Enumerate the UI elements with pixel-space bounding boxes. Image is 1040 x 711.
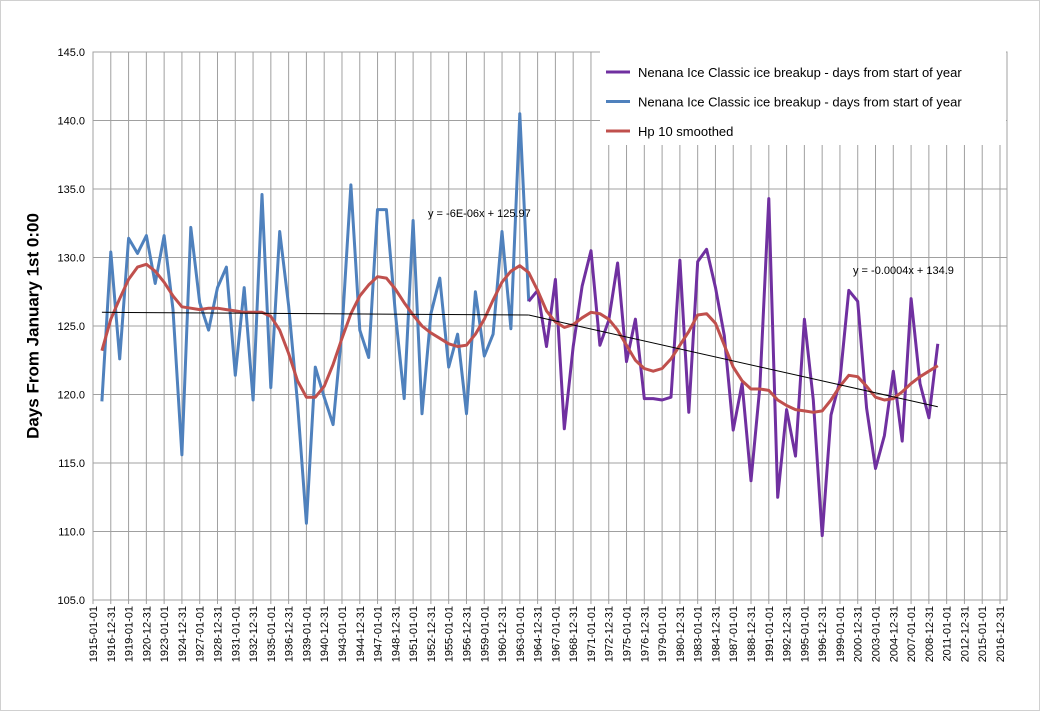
- x-tick-label: 1923-01-01: [159, 606, 171, 662]
- x-tick-label: 1948-12-31: [390, 606, 402, 662]
- trend-line: [101, 311, 529, 316]
- x-tick-label: 2011-01-01: [942, 606, 954, 661]
- x-tick-label: 1976-12-31: [639, 606, 651, 662]
- y-tick-label: 130.0: [57, 253, 85, 265]
- x-tick-label: 2012-12-31: [959, 606, 971, 662]
- x-tick-label: 1992-12-31: [782, 606, 794, 662]
- y-axis-label: Days From January 1st 0:00: [23, 213, 42, 439]
- y-tick-label: 145.0: [57, 47, 85, 59]
- legend: [600, 50, 1006, 145]
- y-tick-label: 140.0: [57, 116, 85, 128]
- y-tick-label: 120.0: [57, 390, 85, 402]
- x-tick-label: 1919-01-01: [124, 606, 136, 662]
- x-tick-label: 1944-12-31: [355, 606, 367, 662]
- legend-label: Hp 10 smoothed: [638, 124, 733, 139]
- x-tick-label: 1968-12-31: [568, 606, 580, 662]
- y-tick-label: 135.0: [57, 184, 85, 196]
- x-tick-label: 1979-01-01: [657, 606, 669, 662]
- x-tick-label: 1963-01-01: [515, 606, 527, 662]
- x-tick-label: 1947-01-01: [373, 606, 385, 662]
- x-tick-label: 1996-12-31: [817, 606, 829, 662]
- x-tick-label: 2004-12-31: [888, 606, 900, 662]
- trend-equation: y = -6E-06x + 125.97: [428, 208, 531, 220]
- x-tick-label: 2007-01-01: [906, 606, 918, 662]
- y-tick-label: 105.0: [57, 595, 85, 607]
- x-tick-label: 2016-12-31: [995, 606, 1007, 662]
- x-tick-label: 1935-01-01: [266, 606, 278, 662]
- x-tick-label: 1943-01-01: [337, 606, 349, 662]
- x-tick-label: 1995-01-01: [799, 606, 811, 662]
- x-tick-label: 1971-01-01: [586, 606, 598, 662]
- x-tick-label: 1964-12-31: [533, 606, 545, 662]
- x-tick-label: 1951-01-01: [408, 606, 420, 662]
- x-tick-label: 2008-12-31: [924, 606, 936, 662]
- x-tick-label: 1980-12-31: [675, 606, 687, 662]
- x-tick-label: 1960-12-31: [497, 606, 509, 662]
- x-tick-label: 1975-01-01: [622, 606, 634, 662]
- x-tick-label: 1999-01-01: [835, 606, 847, 662]
- x-tick-label: 1987-01-01: [728, 606, 740, 662]
- trend-equation: y = -0.0004x + 134.9: [853, 265, 954, 277]
- x-tick-label: 2003-01-01: [871, 606, 883, 662]
- x-tick-label: 1988-12-31: [746, 606, 758, 662]
- x-tick-label: 1939-01-01: [301, 606, 313, 662]
- x-tick-label: 1991-01-01: [764, 606, 776, 662]
- x-tick-label: 1956-12-31: [461, 606, 473, 662]
- x-tick-label: 1972-12-31: [604, 606, 616, 662]
- x-tick-label: 1983-01-01: [693, 606, 705, 662]
- x-tick-label: 1928-12-31: [212, 606, 224, 662]
- y-tick-label: 110.0: [58, 527, 85, 539]
- x-tick-label: 1931-01-01: [230, 606, 242, 662]
- x-tick-label: 1955-01-01: [444, 606, 456, 662]
- legend-label: Nenana Ice Classic ice breakup - days fr…: [638, 65, 962, 80]
- x-tick-label: 1920-12-31: [141, 606, 153, 662]
- x-tick-label: 1984-12-31: [710, 606, 722, 662]
- x-tick-label: 1927-01-01: [195, 606, 207, 662]
- x-tick-label: 2000-12-31: [853, 606, 865, 662]
- x-tick-label: 1916-12-31: [106, 606, 118, 662]
- data-line: [100, 112, 531, 525]
- y-tick-label: 115.0: [58, 458, 85, 470]
- legend-label: Nenana Ice Classic ice breakup - days fr…: [638, 95, 962, 110]
- x-tick-label: 2015-01-01: [977, 606, 989, 662]
- x-tick-label: 1967-01-01: [550, 606, 562, 662]
- x-tick-label: 1959-01-01: [479, 606, 491, 662]
- x-tick-label: 1932-12-31: [248, 606, 260, 662]
- x-tick-label: 1940-12-31: [319, 606, 331, 662]
- x-tick-label: 1924-12-31: [177, 606, 189, 662]
- y-tick-label: 125.0: [57, 321, 85, 333]
- x-tick-label: 1952-12-31: [426, 606, 438, 662]
- data-line: [100, 262, 939, 414]
- x-tick-label: 1915-01-01: [88, 606, 100, 662]
- trend-line: [528, 314, 938, 408]
- x-tick-label: 1936-12-31: [284, 606, 296, 662]
